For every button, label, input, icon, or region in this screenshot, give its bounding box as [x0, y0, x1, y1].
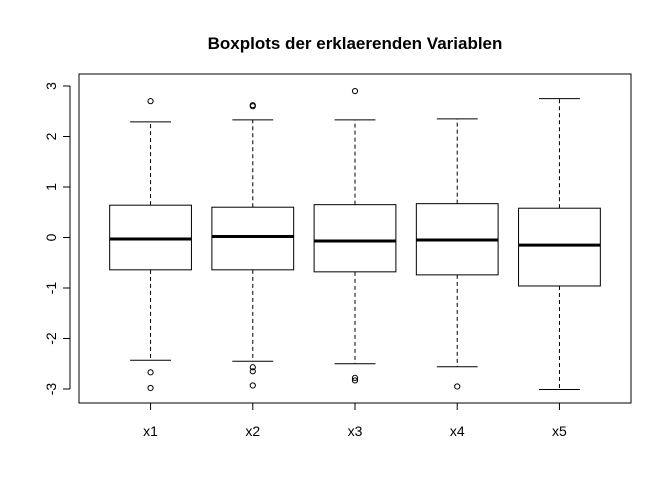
- x-axis: x1 x2 x3 x4 x5: [143, 402, 567, 439]
- y-tick-label: -3: [43, 383, 59, 396]
- outlier-point: [147, 98, 154, 105]
- iqr-box: [518, 207, 601, 287]
- y-tick-label: -1: [43, 282, 59, 295]
- y-axis: -3 -2 -1 0 1 2 3: [43, 82, 71, 396]
- chart-title: Boxplots der erklaerenden Variablen: [208, 34, 503, 53]
- x-tick-label: x3: [348, 423, 363, 439]
- outlier-point: [249, 368, 256, 375]
- y-tick-label: 1: [43, 183, 59, 191]
- y-tick-label: 3: [43, 82, 59, 90]
- y-tick-label: 0: [43, 233, 59, 241]
- outlier-point: [147, 369, 154, 376]
- outlier-point: [249, 103, 256, 110]
- outlier-point: [351, 374, 359, 381]
- box-x5: [518, 98, 601, 391]
- box-x3: [313, 87, 397, 384]
- outlier-point: [351, 87, 359, 95]
- box-x2: [211, 102, 295, 389]
- outlier-point: [147, 384, 154, 392]
- box-x1: [109, 98, 192, 392]
- boxes: [109, 87, 601, 392]
- iqr-box: [313, 204, 397, 273]
- iqr-box: [109, 204, 192, 271]
- outlier-point: [454, 383, 461, 390]
- x-tick-label: x5: [552, 423, 567, 439]
- y-tick-label: 2: [43, 132, 59, 140]
- x-tick-label: x1: [143, 423, 158, 439]
- box-x4: [415, 118, 499, 390]
- outlier-point: [249, 382, 256, 389]
- outlier-point: [351, 377, 359, 384]
- iqr-box: [211, 206, 295, 271]
- y-tick-label: -2: [43, 332, 59, 345]
- outlier-point: [249, 364, 256, 371]
- x-tick-label: x4: [450, 423, 465, 439]
- x-tick-label: x2: [245, 423, 260, 439]
